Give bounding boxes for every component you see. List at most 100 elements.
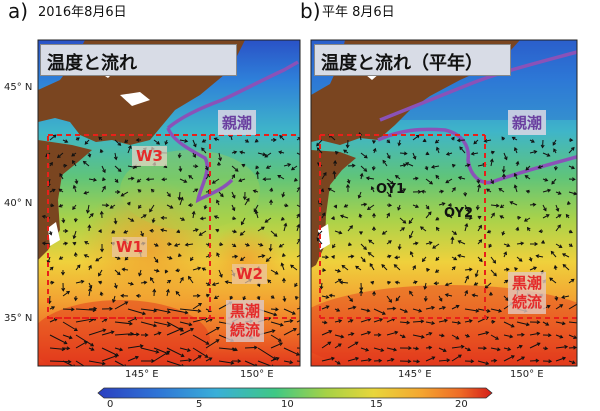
current-arrow-head	[332, 244, 336, 249]
current-arrow-head	[275, 357, 280, 361]
current-arrow-head	[325, 255, 330, 260]
current-arrow-head	[213, 137, 218, 142]
current-arrow	[346, 139, 349, 148]
panel-b-letter: b)	[300, 0, 321, 23]
current-arrow-head	[547, 188, 552, 193]
current-arrow-head	[424, 166, 429, 171]
current-arrow-head	[478, 239, 483, 243]
current-arrow-head	[123, 230, 128, 234]
current-arrow-head	[471, 293, 476, 298]
current-arrow-head	[234, 168, 239, 172]
current-arrow-head	[256, 296, 261, 301]
current-arrow-head	[111, 298, 116, 303]
current-arrow	[464, 275, 469, 284]
current-arrow	[75, 360, 85, 366]
current-arrow-head	[281, 277, 286, 282]
current-arrow	[516, 242, 524, 245]
current-arrow	[477, 331, 489, 336]
current-arrow	[270, 321, 283, 326]
current-arrow-head	[289, 319, 294, 323]
current-arrow-head	[216, 252, 220, 257]
current-arrow-head	[211, 180, 216, 184]
current-arrow-head	[457, 253, 462, 258]
current-arrow-head	[434, 139, 439, 144]
current-arrow-head	[61, 347, 66, 352]
current-arrow-head	[488, 244, 493, 249]
current-arrow-head	[367, 252, 372, 256]
current-arrow-head	[445, 151, 450, 156]
current-arrow-head	[345, 183, 350, 188]
current-arrow	[88, 225, 91, 232]
current-arrow-head	[351, 163, 356, 168]
current-arrow-head	[277, 338, 282, 342]
current-arrow-head	[533, 266, 538, 271]
current-arrow	[73, 185, 77, 193]
current-arrow	[212, 178, 220, 184]
current-arrow	[279, 135, 285, 141]
current-arrow-head	[331, 356, 335, 361]
current-arrow-head	[120, 293, 125, 298]
current-arrow	[459, 146, 466, 154]
current-arrow-head	[218, 157, 223, 162]
current-arrow-head	[419, 226, 424, 230]
current-arrow	[420, 226, 427, 232]
current-arrow-head	[401, 227, 406, 231]
current-arrow	[101, 186, 106, 193]
current-arrow	[445, 178, 453, 184]
current-arrow	[138, 269, 142, 276]
current-arrow-head	[117, 142, 122, 146]
current-arrow-head	[569, 243, 573, 247]
current-arrow	[524, 217, 531, 222]
current-arrow	[399, 152, 407, 155]
current-arrow-head	[120, 192, 125, 197]
current-arrow-head	[61, 219, 66, 224]
current-arrow-head	[109, 205, 114, 209]
current-arrow	[382, 160, 388, 167]
current-arrow	[296, 319, 300, 323]
current-arrow-head	[369, 262, 374, 267]
current-arrow-head	[417, 189, 422, 194]
current-arrow	[367, 204, 375, 210]
current-arrow	[281, 263, 285, 271]
current-arrow-head	[290, 264, 294, 269]
current-arrow	[101, 165, 106, 173]
current-arrow-head	[378, 358, 383, 363]
current-arrow	[458, 176, 466, 180]
current-arrow-head	[501, 169, 506, 174]
current-arrow-head	[521, 332, 525, 337]
current-arrow-head	[566, 200, 571, 205]
current-arrow-head	[428, 241, 433, 245]
current-arrow	[121, 191, 129, 197]
current-arrow-head	[152, 288, 157, 293]
current-arrow-head	[99, 148, 104, 153]
current-arrow-head	[224, 280, 229, 285]
current-arrow-head	[197, 266, 202, 271]
current-arrow-head	[393, 264, 398, 268]
current-arrow	[399, 188, 406, 193]
current-arrow-head	[168, 242, 172, 247]
current-arrow-head	[450, 236, 455, 241]
current-arrow	[529, 342, 541, 349]
current-arrow-head	[283, 222, 288, 227]
current-arrow-head	[184, 242, 189, 247]
current-arrow-head	[535, 254, 540, 259]
current-arrow-head	[336, 308, 341, 312]
current-arrow	[192, 317, 208, 323]
current-arrow-head	[274, 271, 279, 275]
current-arrow	[257, 226, 265, 232]
current-arrow-head	[352, 305, 357, 310]
tag-oyashio-b: 親潮	[508, 110, 547, 135]
current-arrow	[445, 294, 453, 297]
current-arrow-head	[166, 309, 171, 314]
current-arrow-head	[325, 305, 330, 309]
current-arrow	[549, 277, 557, 284]
current-arrow-head	[153, 308, 158, 313]
current-arrow-head	[435, 226, 440, 231]
current-arrow	[179, 277, 184, 284]
current-arrow-head	[219, 242, 224, 247]
current-arrow-head	[569, 229, 573, 234]
current-arrow	[296, 347, 300, 349]
current-arrow-head	[425, 205, 430, 210]
current-arrow-head	[463, 192, 468, 197]
current-arrow-head	[328, 293, 333, 298]
